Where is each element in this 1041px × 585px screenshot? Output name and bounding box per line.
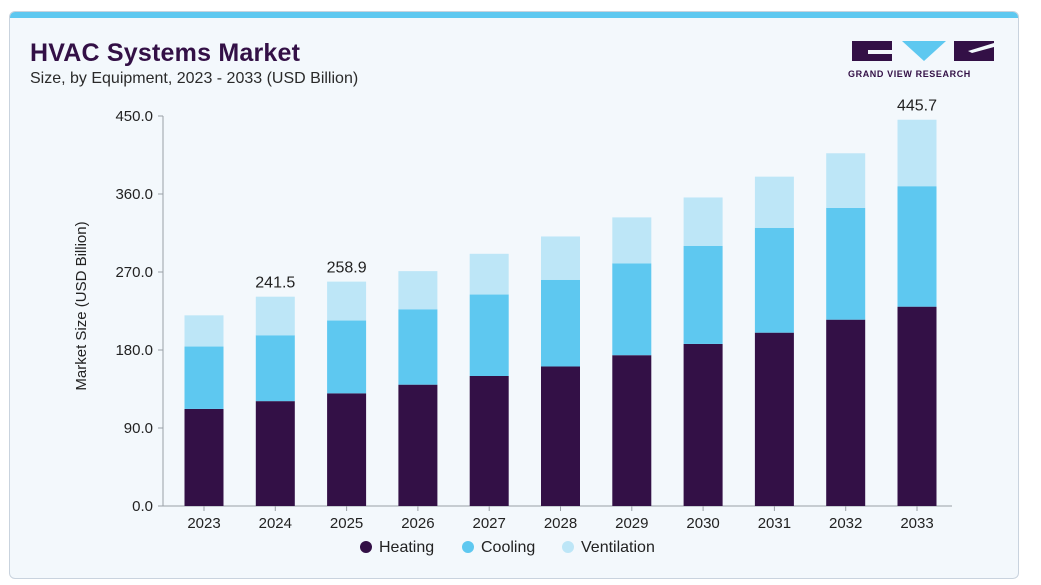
bar-cooling-2026 (398, 309, 438, 385)
bar-cooling-2032 (826, 207, 866, 320)
bar-heating-2033 (897, 306, 937, 506)
x-tick-label: 2030 (686, 515, 719, 532)
bar-cooling-2024 (255, 335, 295, 402)
legend-label-heating: Heating (379, 539, 434, 556)
bar-heating-2030 (683, 343, 723, 506)
logo-mark-icon (852, 41, 994, 61)
y-tick-label: 450.0 (115, 108, 153, 125)
y-tick-label: 90.0 (124, 420, 153, 437)
bar-cooling-2028 (541, 279, 580, 367)
bar-heating-2029 (612, 355, 652, 506)
bar-ventilation-2031 (754, 176, 794, 228)
bar-heating-2028 (541, 366, 580, 506)
data-label-total-2033: 445.7 (897, 98, 937, 115)
x-tick-label: 2026 (401, 515, 434, 532)
x-tick-label: 2024 (259, 515, 292, 532)
bar-cooling-2033 (897, 186, 937, 307)
stacked-bar-chart: 0.0 90.0 180.0 270.0 360.0 450.0 Market Size (… (73, 98, 952, 556)
bar-ventilation-2029 (612, 217, 652, 264)
y-tick-label: 360.0 (115, 186, 153, 203)
bar-heating-2027 (469, 376, 509, 506)
bar-ventilation-2025 (327, 281, 367, 321)
legend-marker-cooling (462, 541, 474, 553)
bar-cooling-2029 (612, 263, 652, 356)
bar-ventilation-2024 (255, 296, 295, 336)
chart-subtitle: Size, by Equipment, 2023 - 2033 (USD Bil… (30, 70, 359, 87)
legend-marker-heating (360, 541, 372, 553)
chart-title: HVAC Systems Market (30, 39, 301, 67)
x-tick-label: 2027 (473, 515, 506, 532)
bar-ventilation-2027 (469, 253, 509, 295)
bar-ventilation-2026 (398, 271, 438, 310)
chart-card: HVAC Systems Market Size, by Equipment, … (9, 11, 1019, 579)
bar-ventilation-2030 (683, 197, 723, 246)
bar-heating-2031 (754, 332, 794, 506)
bar-heating-2023 (184, 408, 224, 506)
bar-cooling-2031 (754, 227, 794, 333)
legend-marker-ventilation (562, 541, 574, 553)
bar-heating-2026 (398, 384, 438, 506)
legend-label-cooling: Cooling (481, 539, 535, 556)
bar-ventilation-2033 (897, 119, 937, 187)
logo-text: GRAND VIEW RESEARCH (848, 69, 971, 79)
bar-ventilation-2032 (826, 153, 866, 208)
x-tick-label: 2025 (330, 515, 363, 532)
data-label-total-2024: 241.5 (255, 275, 295, 292)
y-tick-label: 180.0 (115, 342, 153, 359)
y-axis-title: Market Size (USD Billion) (73, 221, 90, 390)
bar-cooling-2027 (469, 294, 509, 376)
bar-heating-2032 (826, 319, 866, 506)
x-tick-label: 2029 (615, 515, 648, 532)
bar-ventilation-2028 (541, 236, 580, 280)
y-tick-label: 0.0 (132, 498, 153, 515)
accent-bar (10, 12, 1018, 18)
bar-heating-2024 (255, 401, 295, 506)
bar-ventilation-2023 (184, 315, 224, 347)
legend-label-ventilation: Ventilation (581, 539, 655, 556)
bar-cooling-2025 (327, 320, 367, 394)
x-tick-label: 2023 (187, 515, 220, 532)
x-tick-label: 2028 (544, 515, 577, 532)
bar-cooling-2030 (683, 246, 723, 344)
data-label-total-2025: 258.9 (327, 260, 367, 277)
bar-cooling-2023 (184, 346, 224, 409)
y-tick-label: 270.0 (115, 264, 153, 281)
grand-view-research-logo: GRAND VIEW RESEARCH (848, 39, 998, 95)
x-tick-label: 2031 (758, 515, 791, 532)
x-tick-label: 2032 (829, 515, 862, 532)
bar-heating-2025 (327, 393, 367, 506)
x-tick-label: 2033 (900, 515, 933, 532)
